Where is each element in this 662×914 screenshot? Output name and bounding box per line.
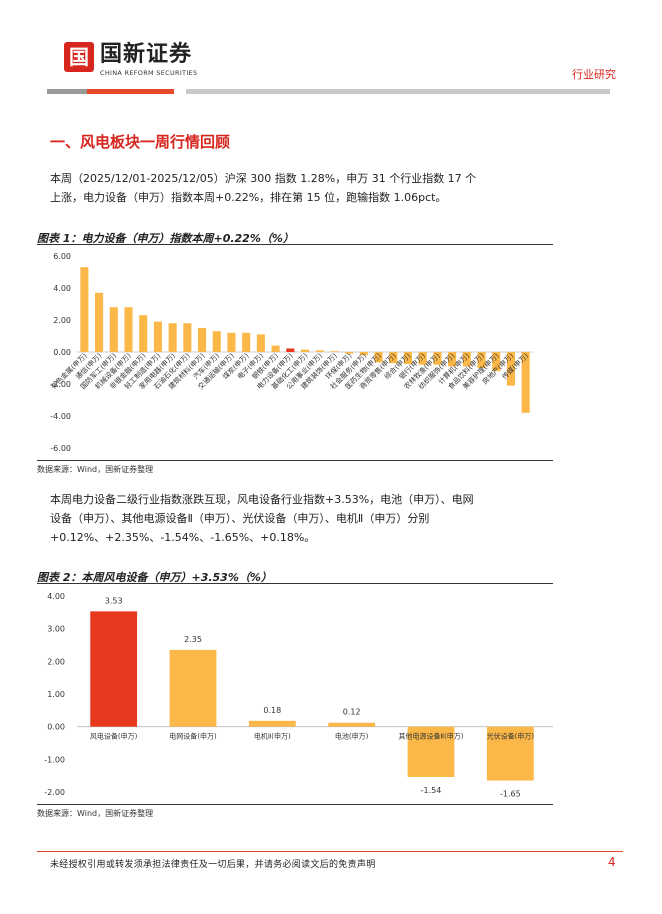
bar [95, 292, 104, 352]
category-label: 电机Ⅱ(申万) [254, 732, 291, 741]
bar [492, 352, 501, 372]
bar [433, 352, 442, 365]
y-tick-label: 3.00 [47, 625, 65, 634]
bar [300, 349, 310, 352]
y-tick-label: 0.00 [47, 723, 65, 732]
bar [109, 307, 118, 352]
bar [197, 328, 207, 352]
report-type-tag: 行业研究 [572, 68, 616, 81]
bar [271, 345, 280, 352]
bar [328, 722, 376, 727]
bar [374, 352, 383, 363]
figure2-source: 数据来源：Wind，国新证券整理 [37, 809, 154, 818]
bar [418, 352, 427, 365]
y-tick-label: -4.00 [50, 412, 71, 421]
bar [248, 720, 296, 727]
category-label: 光伏设备(申万) [487, 732, 535, 741]
bar [90, 611, 138, 727]
category-label: 电池(申万) [335, 732, 369, 741]
bar [448, 352, 457, 367]
bar [486, 726, 534, 781]
category-label: 其他电源设备Ⅱ(申万) [399, 732, 464, 741]
figure2-bottom-rule [37, 804, 553, 805]
bar [242, 332, 251, 352]
data-label: 0.12 [343, 708, 361, 717]
bar [168, 323, 177, 352]
section-title: 一、风电板块一周行情回顾 [50, 133, 231, 151]
bar [256, 334, 265, 352]
bar [315, 350, 324, 352]
bar [477, 352, 486, 368]
data-label: -1.54 [421, 786, 442, 795]
bar [389, 352, 398, 364]
data-label: 0.18 [263, 706, 281, 715]
category-label: 电网设备(申万) [169, 732, 217, 741]
figure1-bottom-rule [37, 460, 553, 461]
figure1-title: 图表 1：电力设备（申万）指数本周+0.22%（%） [37, 232, 294, 245]
bar [407, 726, 455, 777]
figure1-top-rule [37, 244, 553, 245]
bar [359, 352, 368, 356]
y-tick-label: 4.00 [47, 592, 65, 601]
figure2-title: 图表 2：本周风电设备（申万）+3.53%（%） [37, 571, 272, 584]
bar [330, 351, 339, 352]
bar [521, 352, 530, 413]
bar [212, 331, 221, 352]
paragraph-weekly-summary: 本周（2025/12/01-2025/12/05）沪深 300 指数 1.28%… [50, 172, 477, 204]
figure1-source: 数据来源：Wind，国新证券整理 [37, 465, 154, 474]
figure1-bar-chart: 6.004.002.000.00-2.00-4.00-6.00有色金属(申万)通… [49, 252, 533, 453]
y-tick-label: 1.00 [47, 690, 65, 699]
y-tick-label: 6.00 [53, 252, 71, 261]
y-tick-label: -2.00 [50, 380, 71, 389]
page-number: 4 [608, 855, 616, 869]
y-tick-label: -6.00 [50, 444, 71, 453]
y-tick-label: 0.00 [53, 348, 71, 357]
logo-mark: 国 [64, 42, 94, 72]
y-tick-label: -1.00 [44, 755, 65, 764]
category-label: 风电设备(申万) [90, 732, 138, 741]
bar [124, 307, 133, 352]
bar [286, 348, 295, 352]
bar [403, 352, 413, 364]
bar [506, 352, 515, 386]
footer-rule [37, 851, 623, 852]
figure2-top-rule [37, 583, 553, 584]
bar [153, 321, 162, 352]
y-tick-label: -2.00 [44, 788, 65, 797]
bar [227, 332, 236, 352]
y-tick-label: 4.00 [53, 284, 71, 293]
logo-name-en: CHINA REFORM SECURITIES [100, 69, 198, 77]
bar [183, 323, 192, 352]
bar [139, 315, 148, 352]
header-accent-bar [47, 89, 174, 94]
footer-disclaimer: 未经授权引用或转发须承担法律责任及一切后果，并请务必阅读文后的免责声明 [50, 860, 376, 870]
bar [169, 649, 217, 727]
paragraph-subsector-summary: 本周电力设备二级行业指数涨跌互现，风电设备行业指数+3.53%，电池（申万）、电… [50, 493, 474, 544]
bar [462, 352, 471, 367]
bar [345, 352, 354, 354]
figure2-bar-chart: 4.00 3.00 2.00 1.00 0.00 -1.00 -2.00 3.53 风电设备(申… [44, 592, 553, 799]
data-label: -1.65 [500, 790, 521, 799]
y-tick-label: 2.00 [53, 316, 71, 325]
data-label: 3.53 [105, 596, 123, 605]
company-logo: 国 国新证券 CHINA REFORM SECURITIES [64, 42, 200, 82]
header-accent-bar-dark [47, 89, 87, 94]
header-gray-bar [186, 89, 610, 94]
bar [80, 267, 89, 352]
y-tick-label: 2.00 [47, 657, 65, 666]
logo-name-cn: 国新证券 [100, 42, 193, 67]
data-label: 2.35 [184, 635, 202, 644]
